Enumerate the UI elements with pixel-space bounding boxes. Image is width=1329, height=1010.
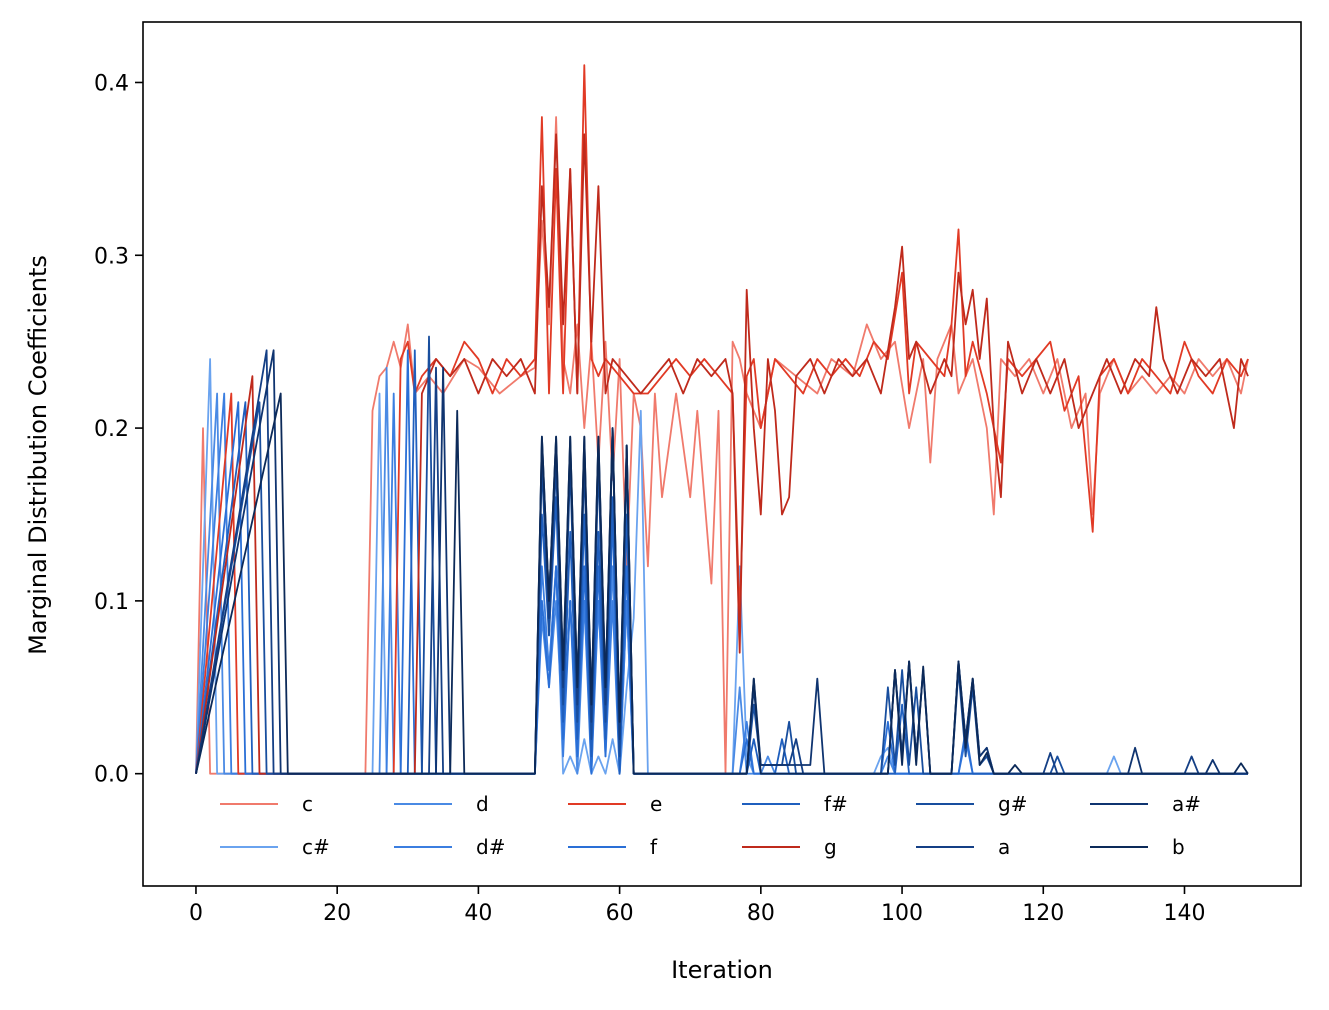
y-axis-ticks: 0.0 0.1 0.2 0.3 0.4 xyxy=(94,71,143,788)
y-axis-label: Marginal Distribution Coefficients xyxy=(24,255,52,655)
legend-label: a xyxy=(998,835,1010,859)
y-tick-label: 0.3 xyxy=(94,244,129,269)
x-axis-ticks: 0 20 40 60 80 100 120 140 xyxy=(189,886,1205,926)
legend-label: d# xyxy=(476,835,505,859)
legend-label: g# xyxy=(998,792,1027,816)
series-line-5 xyxy=(195,64,1249,775)
x-tick-label: 40 xyxy=(464,901,492,926)
legend: c c# d d# ef f# g g# a a# b xyxy=(220,792,1201,859)
series-line-1 xyxy=(195,116,1249,775)
legend-label: c xyxy=(302,792,313,816)
legend-label: f xyxy=(650,835,658,859)
legend-label: e xyxy=(650,792,662,816)
y-tick-label: 0.4 xyxy=(94,71,129,96)
y-tick-label: 0.1 xyxy=(94,590,129,615)
y-tick-label: 0.2 xyxy=(94,417,129,442)
series-layer xyxy=(195,64,1249,775)
y-tick-label: 0.0 xyxy=(94,763,129,788)
x-axis-label: Iteration xyxy=(671,956,773,984)
legend-label: c# xyxy=(302,835,330,859)
plot-area-frame xyxy=(142,21,1302,887)
series-line-12 xyxy=(195,392,1249,775)
legend-label: g xyxy=(824,835,837,859)
x-tick-label: 120 xyxy=(1022,901,1064,926)
x-tick-label: 80 xyxy=(747,901,775,926)
x-tick-label: 0 xyxy=(189,901,203,926)
x-tick-label: 100 xyxy=(881,901,923,926)
x-tick-label: 20 xyxy=(323,901,351,926)
x-tick-label: 140 xyxy=(1163,901,1205,926)
legend-label: b xyxy=(1172,835,1185,859)
series-line-8 xyxy=(195,133,1249,775)
x-tick-label: 60 xyxy=(606,901,634,926)
legend-label: a# xyxy=(1172,792,1201,816)
legend-label: d xyxy=(476,792,489,816)
legend-label: f# xyxy=(824,792,848,816)
